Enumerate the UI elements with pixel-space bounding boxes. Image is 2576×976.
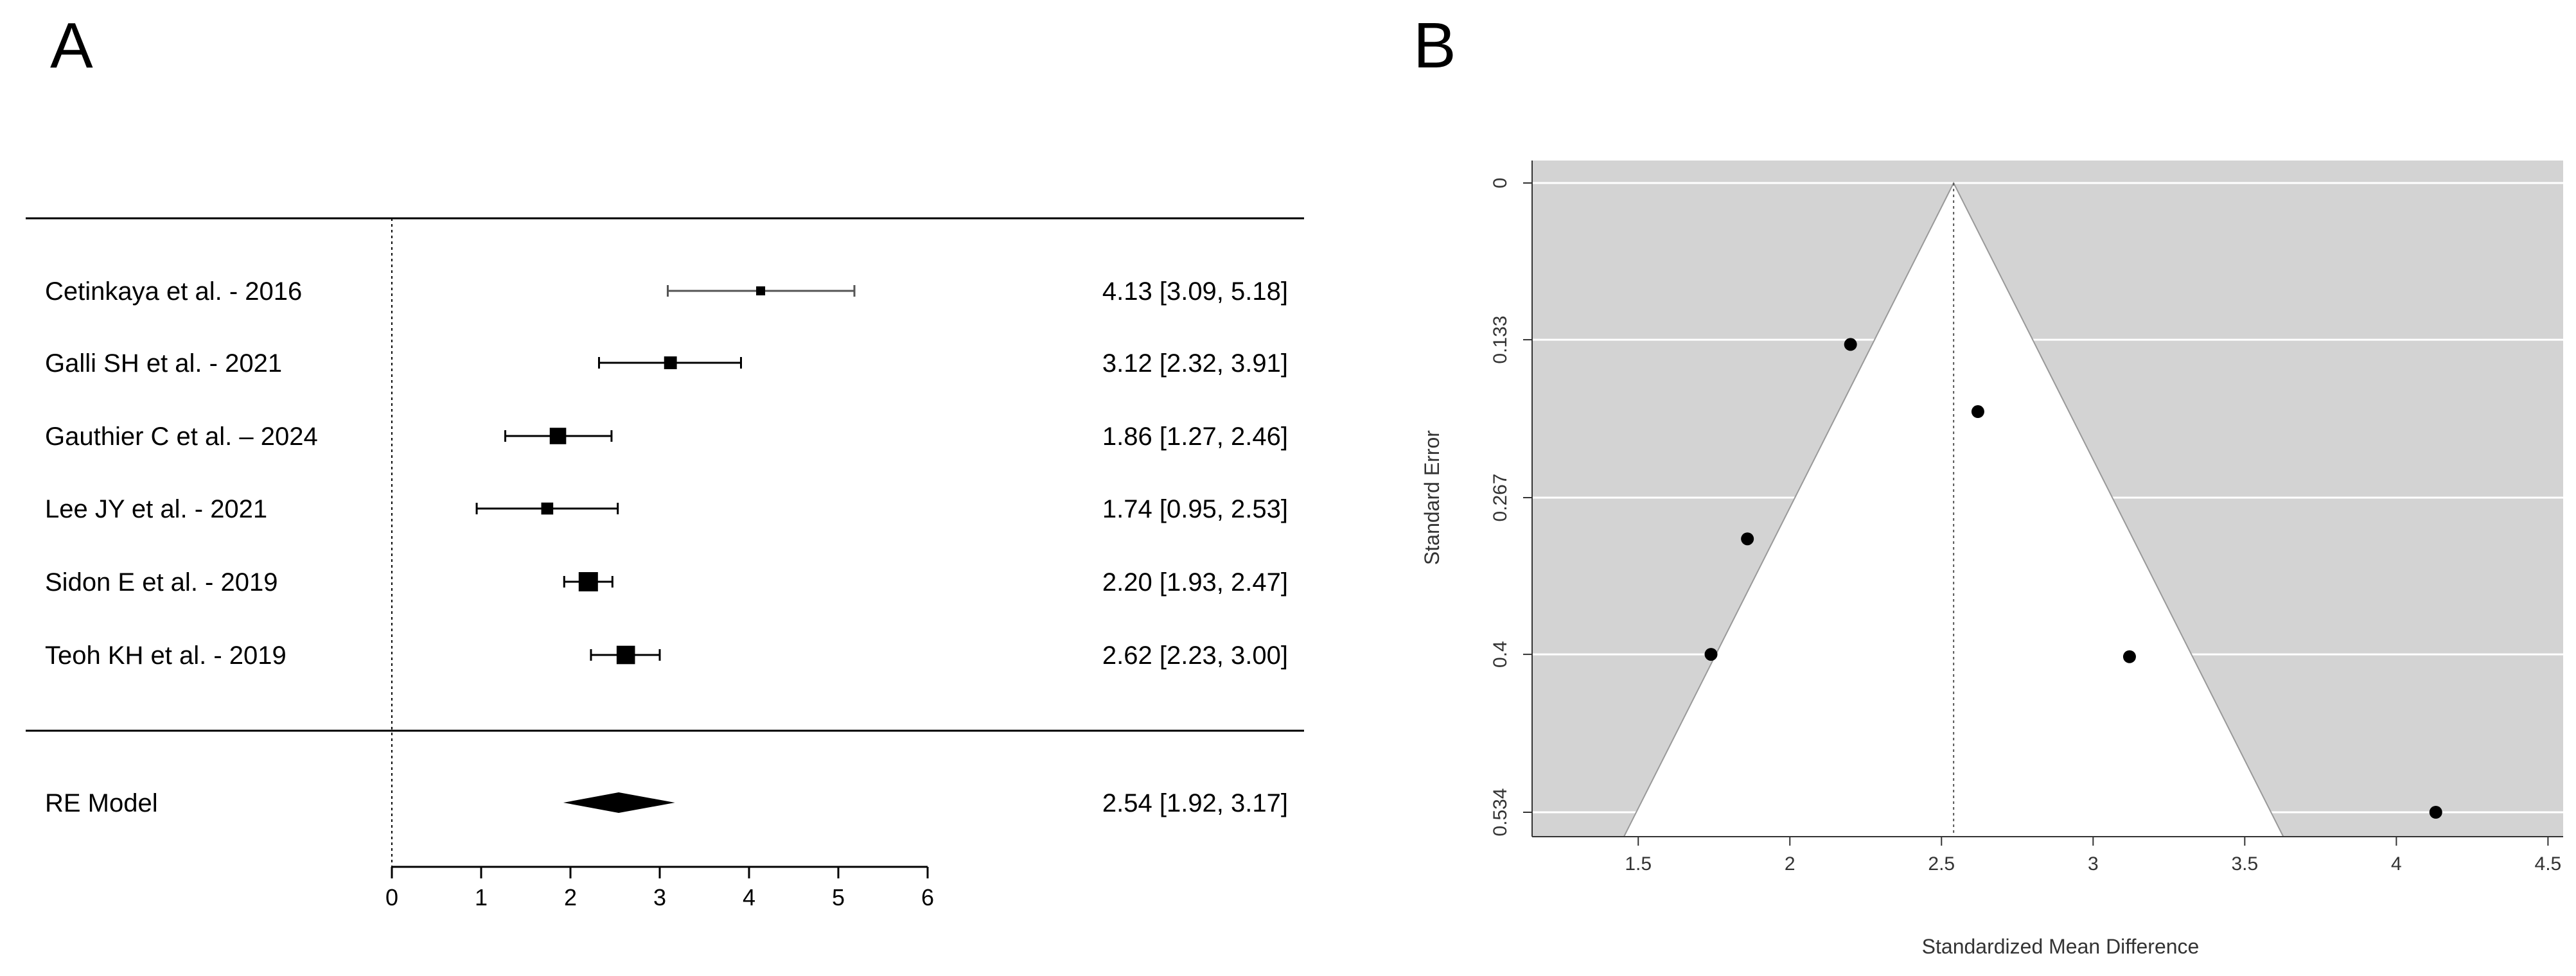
study-estimate: 1.86 [1.27, 2.46] — [1102, 423, 1288, 451]
study-estimate: 4.13 [3.09, 5.18] — [1102, 277, 1288, 306]
study-label: Galli SH et al. - 2021 — [45, 349, 282, 378]
y-tick-label: 0.534 — [1490, 788, 1511, 836]
y-tick-label: 0 — [1490, 178, 1511, 189]
x-tick-label: 3 — [2088, 853, 2099, 875]
study-marker — [550, 428, 567, 444]
x-tick-label: 4 — [743, 884, 755, 911]
x-tick-label: 0 — [385, 884, 398, 911]
data-point — [1972, 405, 1984, 418]
x-tick-label: 2 — [1785, 853, 1795, 875]
study-marker — [542, 503, 554, 515]
y-axis-title: Standard Error — [1420, 430, 1443, 565]
x-tick-label: 3 — [653, 884, 666, 911]
data-point — [1844, 338, 1857, 351]
study-estimate: 2.62 [2.23, 3.00] — [1102, 641, 1288, 670]
figure-canvas: A B Cetinkaya et al. - 2016 4.13 [3.09, 5… — [0, 0, 2576, 976]
forest-plot: Cetinkaya et al. - 2016 4.13 [3.09, 5.18]… — [26, 218, 1304, 911]
study-label: Lee JY et al. - 2021 — [45, 495, 267, 523]
y-tick-label: 0.267 — [1490, 473, 1511, 521]
x-tick-label: 6 — [921, 884, 934, 911]
x-tick-label: 2.5 — [1928, 853, 1955, 875]
x-tick-label: 4 — [2391, 853, 2402, 875]
data-point — [2123, 650, 2136, 663]
y-tick-label: 0.133 — [1490, 316, 1511, 364]
y-tick-label: 0.4 — [1490, 641, 1511, 668]
summary-label: RE Model — [45, 789, 158, 817]
study-estimate: 2.20 [1.93, 2.47] — [1102, 568, 1288, 597]
x-tick-label: 1 — [475, 884, 488, 911]
data-point — [2430, 806, 2442, 819]
panel-label-a: A — [50, 10, 93, 82]
panel-label-b: B — [1413, 10, 1456, 82]
x-tick-label: 1.5 — [1625, 853, 1652, 875]
study-label: Sidon E et al. - 2019 — [45, 568, 278, 597]
study-marker — [579, 572, 598, 591]
x-tick-label: 3.5 — [2231, 853, 2258, 875]
study-estimate: 1.74 [0.95, 2.53] — [1102, 495, 1288, 523]
study-marker — [756, 286, 765, 295]
study-marker — [617, 646, 635, 665]
funnel-plot: 1.5 2 2.5 3 3.5 4 4.5 0 0.133 0.267 0.4 0.534 Standa… — [1420, 161, 2563, 958]
x-tick-label: 5 — [832, 884, 845, 911]
study-label: Teoh KH et al. - 2019 — [45, 641, 287, 670]
data-point — [1741, 532, 1754, 545]
x-tick-label: 2 — [564, 884, 577, 911]
x-tick-label: 4.5 — [2535, 853, 2562, 875]
study-label: Gauthier C et al. – 2024 — [45, 423, 318, 451]
summary-diamond — [563, 792, 675, 813]
summary-estimate: 2.54 [1.92, 3.17] — [1102, 789, 1288, 817]
x-axis-title: Standardized Mean Difference — [1922, 935, 2200, 958]
study-marker — [664, 356, 677, 369]
study-estimate: 3.12 [2.32, 3.91] — [1102, 349, 1288, 378]
data-point — [1705, 648, 1718, 661]
study-label: Cetinkaya et al. - 2016 — [45, 277, 302, 306]
